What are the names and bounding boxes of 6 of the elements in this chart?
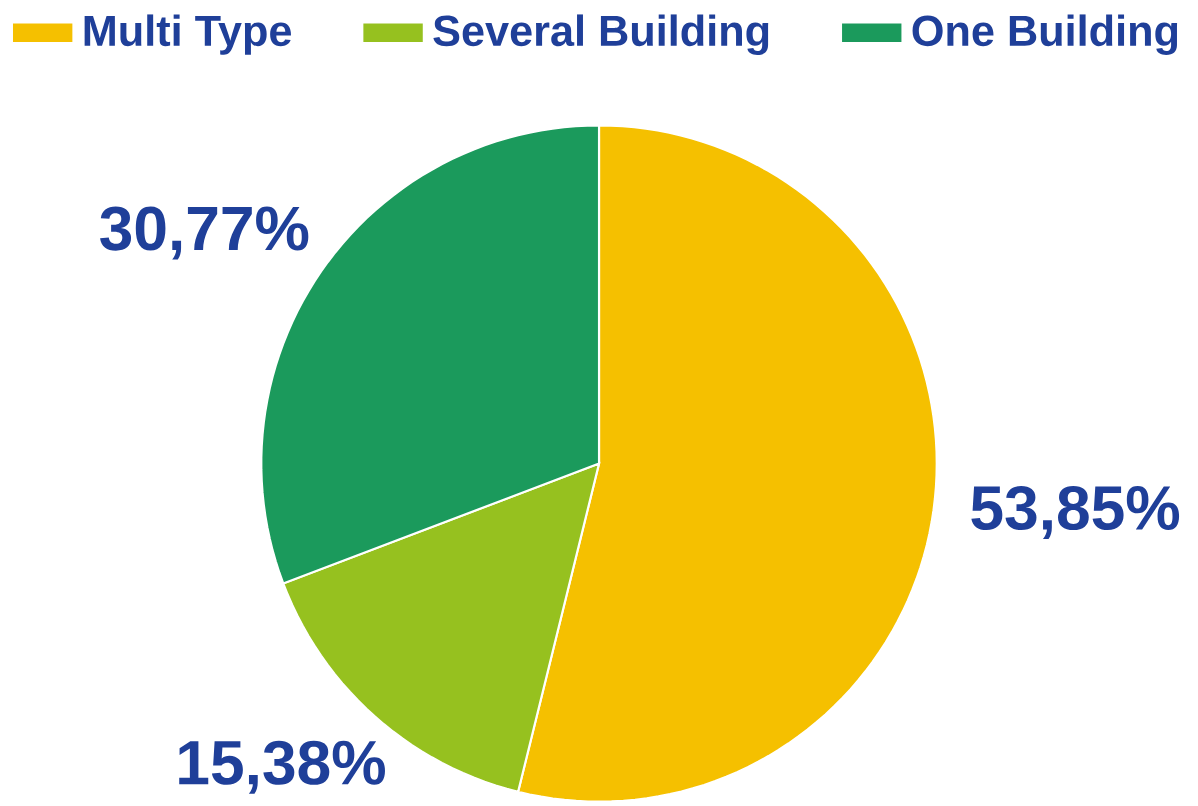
data-label: 30,77%: [100, 206, 309, 260]
legend-label: Multi Type: [84, 14, 291, 55]
data-label: 53,85%: [971, 486, 1180, 540]
data-label: 15,38%: [179, 740, 385, 794]
legend-label: Several Building: [433, 14, 769, 55]
legend-label: One Building: [912, 14, 1178, 55]
